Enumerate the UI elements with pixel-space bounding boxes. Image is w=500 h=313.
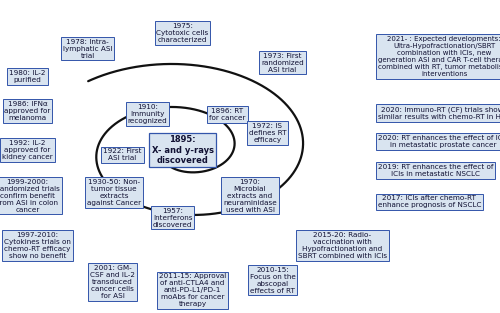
Text: 2017: ICIs after chemo-RT
enhance prognosis of NSCLC: 2017: ICIs after chemo-RT enhance progno… bbox=[378, 195, 481, 208]
Text: 1895:
X- and y-rays
discovered: 1895: X- and y-rays discovered bbox=[152, 135, 214, 165]
Text: 1975:
Cytotoxic cells
characterized: 1975: Cytotoxic cells characterized bbox=[156, 23, 208, 43]
Text: 1973: First
randomized
ASI trial: 1973: First randomized ASI trial bbox=[261, 53, 304, 73]
Text: 2019: RT enhances the effect of
ICIs in metastatic NSCLC: 2019: RT enhances the effect of ICIs in … bbox=[378, 164, 493, 177]
Text: 2020: Immuno-RT (CF) trials shows
similar results with chemo-RT in HNC: 2020: Immuno-RT (CF) trials shows simila… bbox=[378, 106, 500, 120]
Text: 2001: GM-
CSF and IL-2
transduced
cancer cells
for ASI: 2001: GM- CSF and IL-2 transduced cancer… bbox=[90, 265, 135, 299]
Text: 2011-15: Approval
of anti-CTLA4 and
anti-PD-L1/PD-1
moAbs for cancer
therapy: 2011-15: Approval of anti-CTLA4 and anti… bbox=[159, 274, 226, 307]
Text: 1997-2010:
Cytokines trials on
chemo-RT efficacy
show no benefit: 1997-2010: Cytokines trials on chemo-RT … bbox=[4, 232, 71, 259]
Text: 1978: Intra-
lymphatic ASI
trial: 1978: Intra- lymphatic ASI trial bbox=[62, 38, 112, 59]
Text: 1957:
Interferons
discovered: 1957: Interferons discovered bbox=[153, 208, 192, 228]
Text: 1980: IL-2
purified: 1980: IL-2 purified bbox=[9, 70, 46, 83]
Text: 2021- : Expected developments:
Ultra-Hypofractionation/SBRT
combination with ICI: 2021- : Expected developments: Ultra-Hyp… bbox=[378, 36, 500, 77]
Text: 1999-2000:
Randomized trials
confirm benefit
from ASI in colon
cancer: 1999-2000: Randomized trials confirm ben… bbox=[0, 179, 60, 213]
Text: 1896: RT
for cancer: 1896: RT for cancer bbox=[209, 108, 246, 121]
Text: 1992: IL-2
approved for
kidney cancer: 1992: IL-2 approved for kidney cancer bbox=[2, 140, 53, 160]
Text: 1922: First
ASI trial: 1922: First ASI trial bbox=[104, 148, 142, 162]
Text: 2015-20: Radio-
vaccination with
Hypofractionation and
SBRT combined with ICIs: 2015-20: Radio- vaccination with Hypofra… bbox=[298, 232, 387, 259]
Text: 1910:
Immunity
recognized: 1910: Immunity recognized bbox=[128, 104, 168, 124]
Text: 1986: IFNα
approved for
melanoma: 1986: IFNα approved for melanoma bbox=[4, 101, 51, 121]
Text: 1972: IS
defines RT
efficacy: 1972: IS defines RT efficacy bbox=[249, 123, 286, 143]
Text: 1970:
Microbial
extracts and
neuraminidase
used with ASI: 1970: Microbial extracts and neuraminida… bbox=[223, 179, 277, 213]
Text: 2010-15:
Focus on the
abscopal
effects of RT: 2010-15: Focus on the abscopal effects o… bbox=[250, 267, 296, 294]
Text: 2020: RT enhances the effect of ICIs
in metastatic prostate cancer: 2020: RT enhances the effect of ICIs in … bbox=[378, 135, 500, 148]
Text: 1930-50: Non-
tumor tissue
extracts
against Cancer: 1930-50: Non- tumor tissue extracts agai… bbox=[87, 179, 141, 206]
